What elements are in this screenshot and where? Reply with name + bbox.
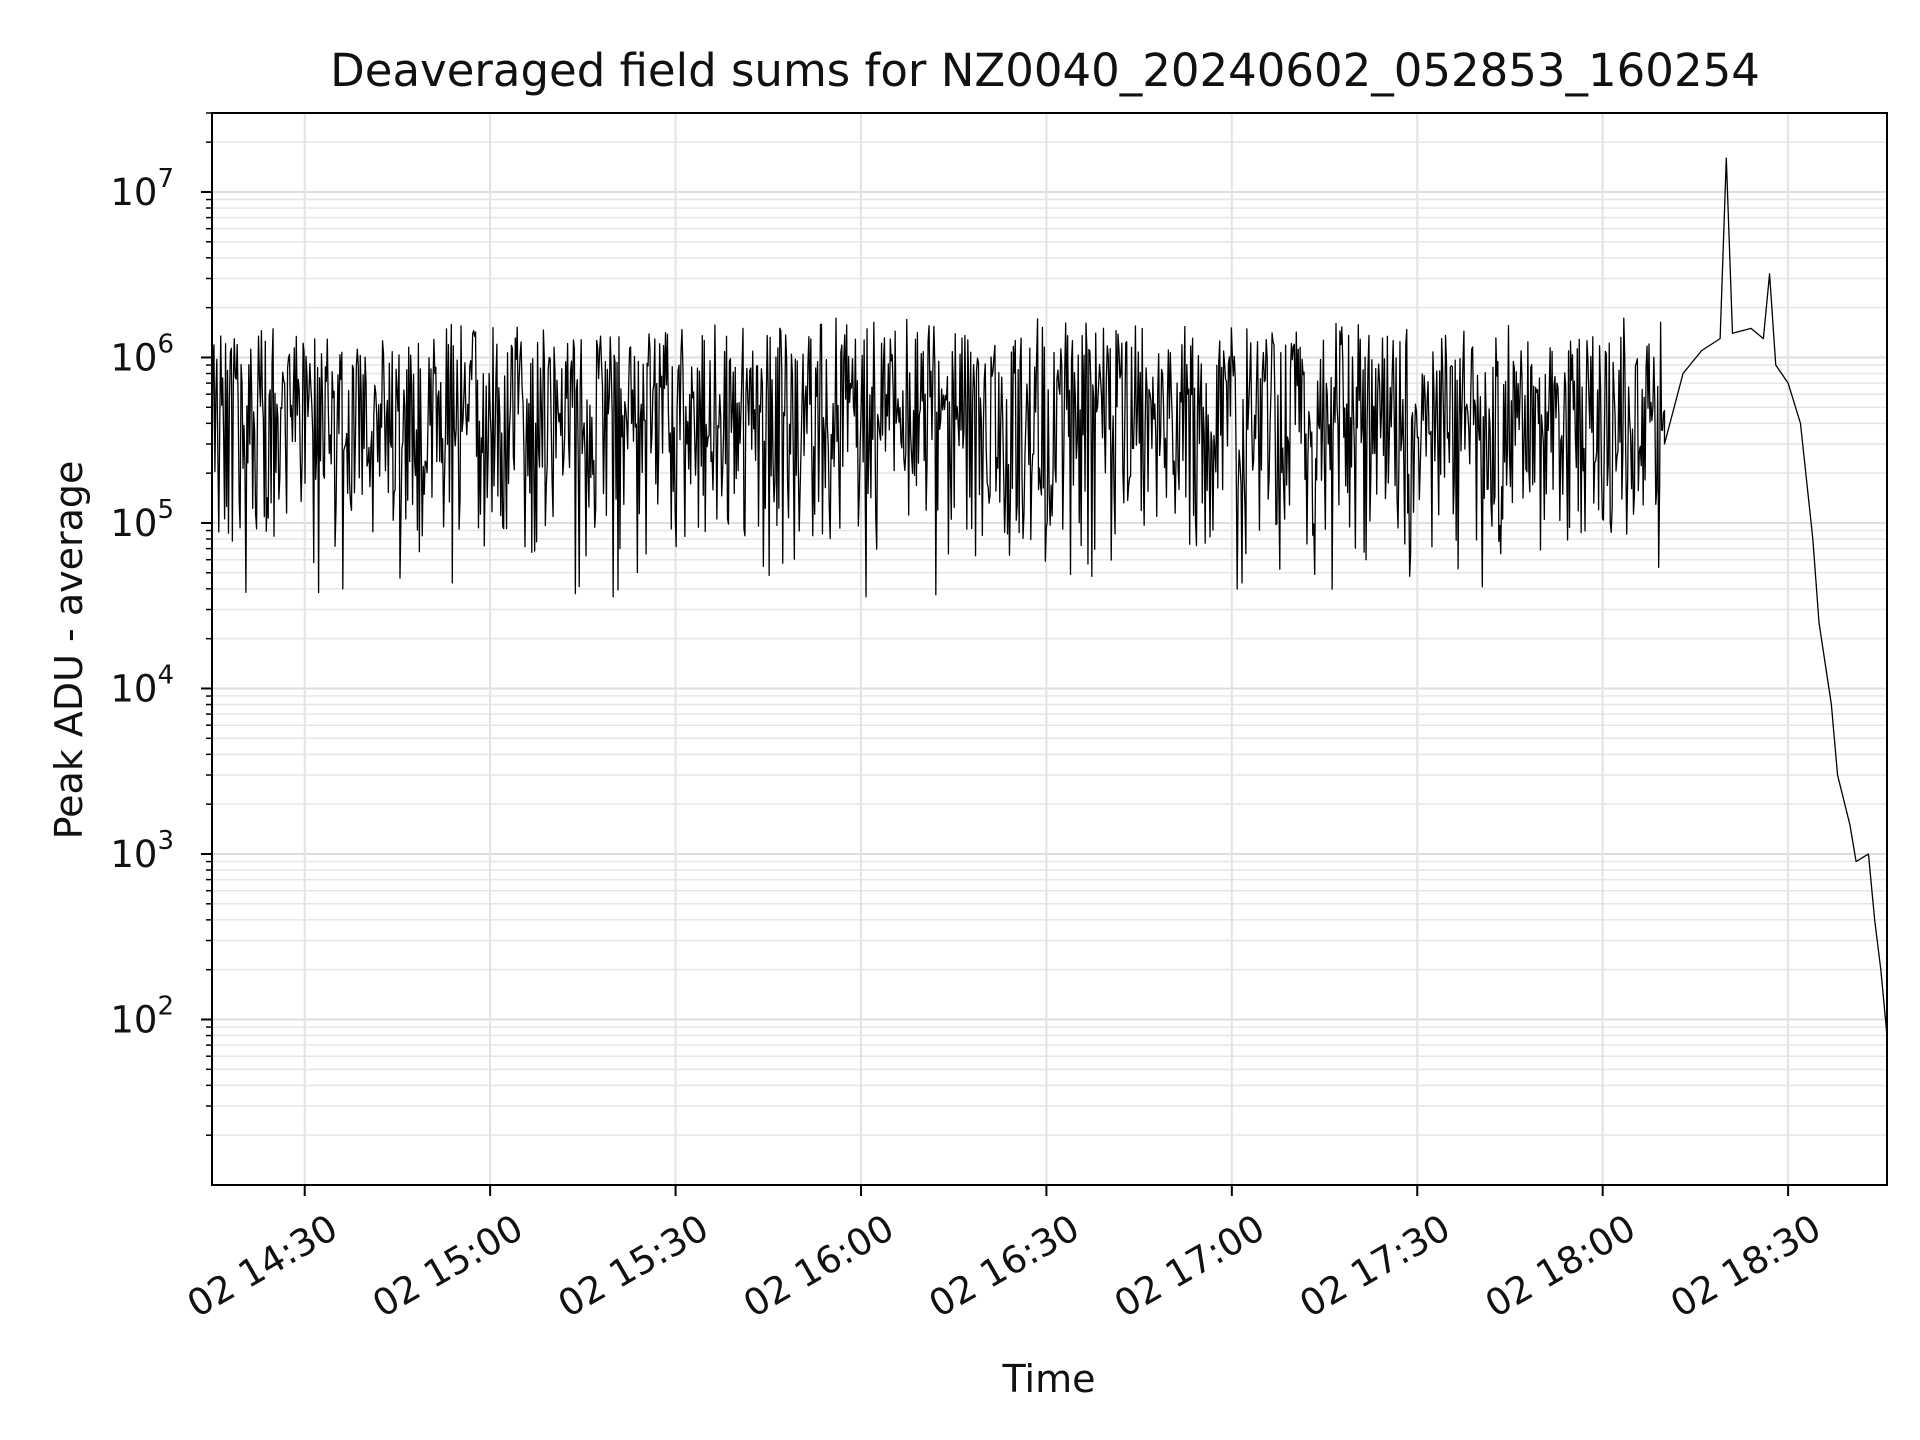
x-tick-label: 02 18:30 — [1663, 1206, 1828, 1326]
y-tick-label: 104 — [110, 660, 174, 710]
plot-frame — [211, 112, 1888, 1186]
chart-title: Deaveraged field sums for NZ0040_2024060… — [330, 44, 1760, 97]
y-tick-label: 102 — [110, 991, 174, 1041]
x-tick-label: 02 18:00 — [1478, 1206, 1643, 1326]
y-tick-label: 106 — [110, 329, 174, 379]
y-tick-label: 105 — [110, 495, 174, 545]
series-line — [211, 157, 1888, 1036]
y-axis: 102 103 104 105 106 107 — [110, 112, 212, 1136]
y-axis-label: Peak ADU - average — [47, 461, 91, 840]
x-tick-label: 02 14:30 — [180, 1206, 345, 1326]
x-tick-label: 02 16:30 — [922, 1206, 1087, 1326]
y-tick-label: 103 — [110, 826, 174, 876]
x-tick-label: 02 16:00 — [736, 1206, 901, 1326]
x-tick-label: 02 17:30 — [1293, 1206, 1458, 1326]
grid — [212, 112, 1887, 1185]
y-tick-label: 107 — [110, 164, 174, 214]
x-tick-label: 02 17:00 — [1107, 1206, 1272, 1326]
x-axis-label: Time — [1002, 1357, 1096, 1401]
x-tick-label: 02 15:30 — [551, 1206, 716, 1326]
x-axis: 02 14:30 02 15:00 02 15:30 02 16:00 02 16:30… — [180, 1185, 1828, 1326]
series-layer — [211, 157, 1888, 1036]
x-tick-label: 02 15:00 — [365, 1206, 530, 1326]
